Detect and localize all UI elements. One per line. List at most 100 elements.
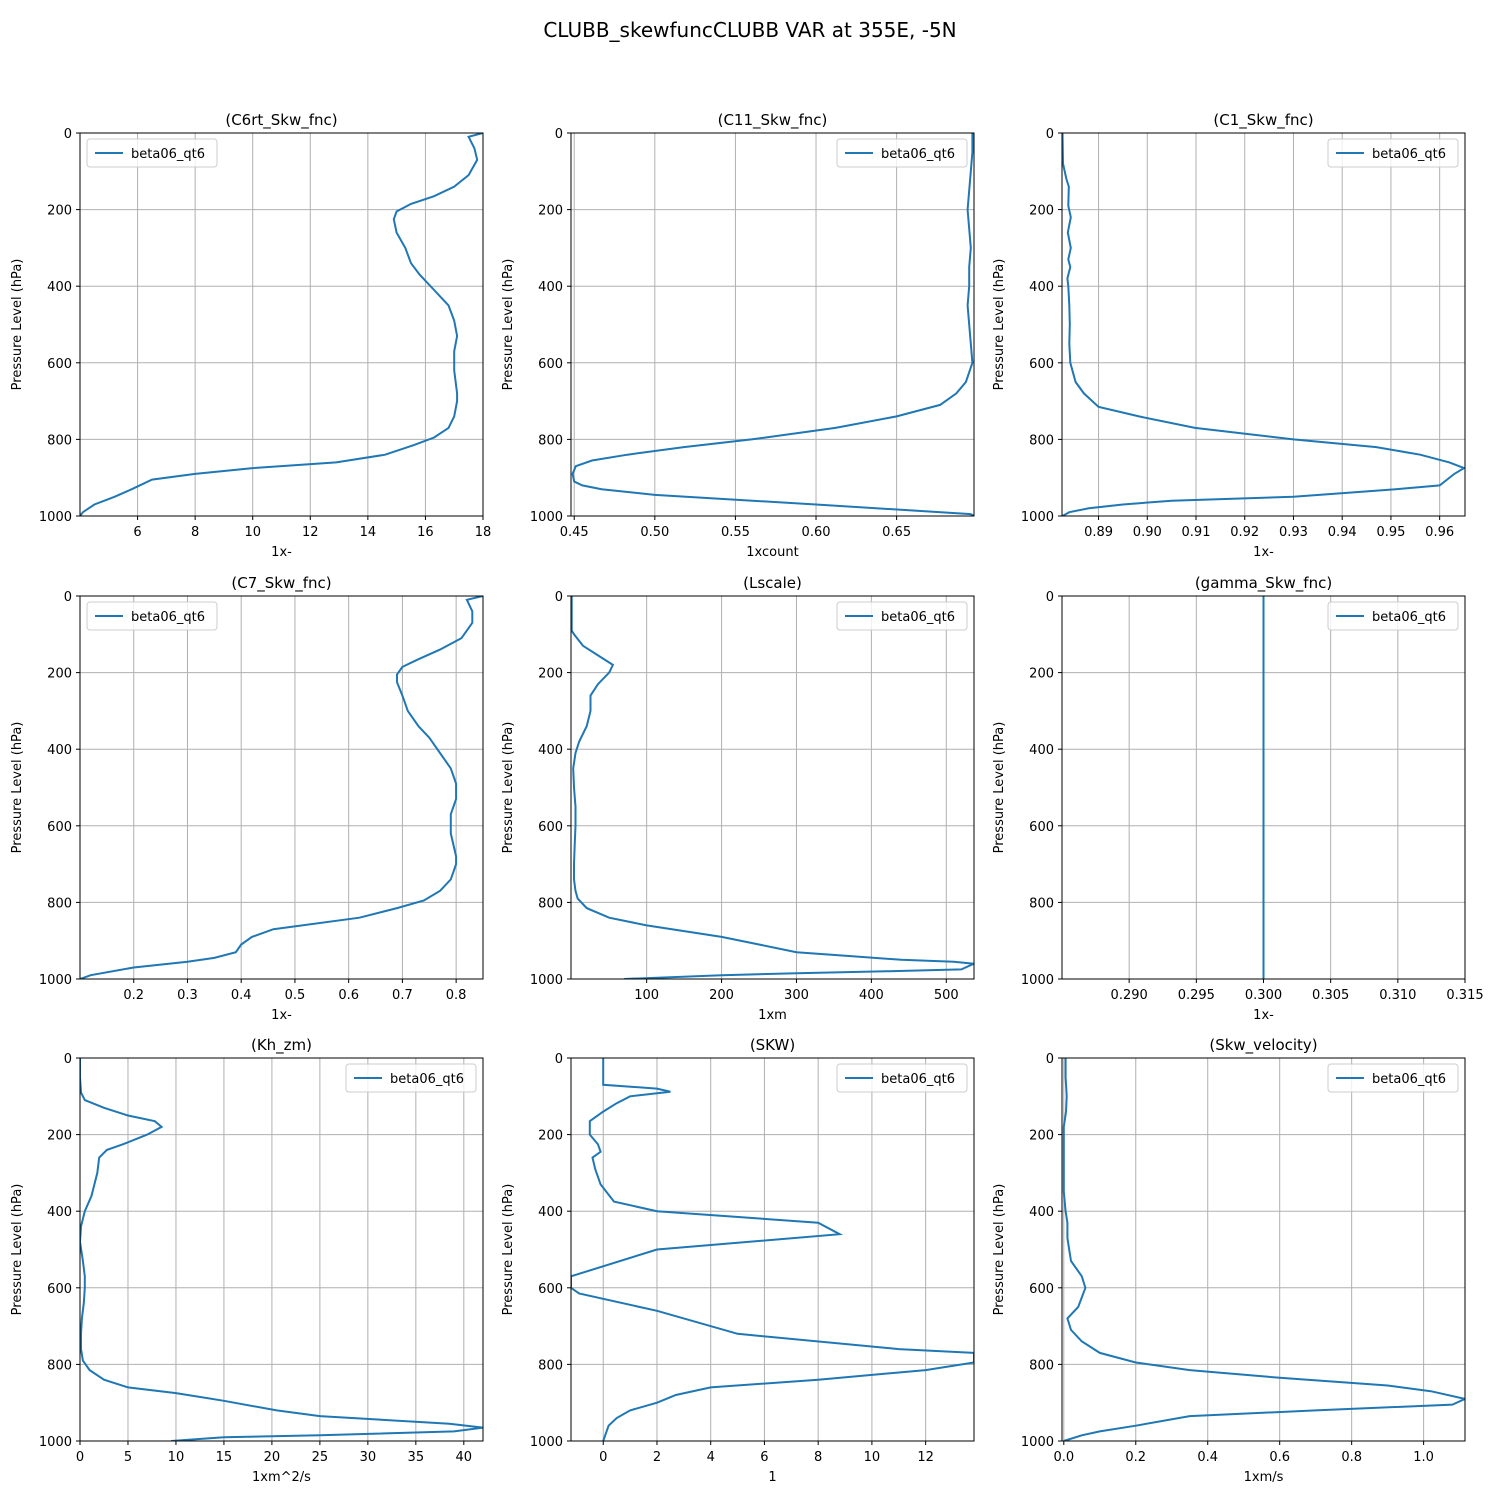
y-axis-label: Pressure Level (hPa) — [992, 1184, 1007, 1316]
y-tick-label: 600 — [1029, 820, 1054, 835]
subplot-1: 6 8 10 12 14 16 18 0 200 400 600 800 1000 (C6rt_Skw_f… — [10, 111, 491, 560]
y-axis-label: Pressure Level (hPa) — [501, 259, 516, 391]
legend-label: beta06_qt6 — [1372, 147, 1446, 162]
legend: beta06_qt6 — [836, 1063, 968, 1093]
y-tick-label: 400 — [1029, 743, 1054, 758]
subplot-8: 0 2 4 6 8 10 12 0 200 400 600 800 1000 (SKW) 1 Pressure… — [501, 1036, 975, 1485]
y-tick-label: 200 — [1029, 667, 1054, 682]
y-tick-label: 200 — [1029, 204, 1054, 219]
subplot-7: 0 5 10 15 20 25 30 35 4002004006008001000(Kh_zm)… — [10, 1036, 484, 1485]
x-tick-label: 0.2 — [1125, 1450, 1146, 1465]
x-tick-label: 500 — [934, 988, 959, 1003]
x-tick-label: 0.94 — [1328, 525, 1357, 540]
legend-label: beta06_qt6 — [390, 1072, 464, 1087]
y-axis-label: Pressure Level (hPa) — [10, 1184, 25, 1316]
y-tick-label: 1000 — [530, 510, 563, 525]
x-axis-label: 1x- — [271, 545, 292, 560]
subplot-4: 0.2 0.3 0.4 0.5 0.6 0.7 0.8 0 200 400 600 800 1000 (C… — [10, 574, 484, 1023]
legend-box — [86, 138, 218, 168]
x-tick-label: 0 — [599, 1450, 607, 1465]
x-tick-label: 0.93 — [1279, 525, 1308, 540]
x-tick-label: 18 — [475, 525, 492, 540]
x-axis-label: 1xm — [758, 1008, 787, 1023]
y-tick-label: 200 — [538, 1129, 563, 1144]
x-tick-label: 0.5 — [285, 988, 306, 1003]
x-axis-label: 1x- — [1253, 545, 1274, 560]
legend-box — [1327, 601, 1459, 631]
x-tick-label: 400 — [859, 988, 884, 1003]
y-tick-label: 200 — [47, 1129, 72, 1144]
y-tick-label: 400 — [47, 280, 72, 295]
x-tick-label: 15 — [216, 1450, 233, 1465]
panels: 6 8 10 12 14 16 1802004006008001000(C6rt_Skw_f… — [10, 111, 1484, 1485]
x-axis-label: 1xcount — [746, 545, 798, 560]
legend-label: beta06_qt6 — [881, 147, 955, 162]
x-tick-label: 25 — [312, 1450, 329, 1465]
legend-label: beta06_qt6 — [131, 610, 205, 625]
legend-label: beta06_qt6 — [1372, 1072, 1446, 1087]
y-tick-label: 0 — [555, 590, 563, 605]
x-tick-label: 12 — [917, 1450, 934, 1465]
x-tick-label: 0.60 — [802, 525, 831, 540]
y-tick-label: 0 — [64, 1052, 72, 1067]
x-tick-label: 0.50 — [640, 525, 669, 540]
y-tick-label: 0 — [1046, 127, 1054, 142]
x-tick-label: 100 — [634, 988, 659, 1003]
y-tick-label: 600 — [1029, 1282, 1054, 1297]
legend-box — [836, 601, 968, 631]
subplot-title: (SKW) — [750, 1036, 795, 1054]
legend-box — [1327, 1063, 1459, 1093]
y-tick-label: 600 — [1029, 357, 1054, 372]
x-tick-label: 0.92 — [1230, 525, 1259, 540]
x-tick-label: 0.90 — [1133, 525, 1162, 540]
x-tick-label: 0.7 — [392, 988, 413, 1003]
subplot-2: 0.45 0.50 0.55 0.60 0.65 0 200 400 600 800 1000 (C1… — [501, 111, 975, 560]
y-tick-label: 0 — [64, 127, 72, 142]
x-tick-label: 10 — [244, 525, 261, 540]
series-line-beta06_qt6 — [1062, 1058, 1465, 1441]
x-axis-label: 1 — [768, 1470, 776, 1485]
x-tick-label: 0 — [76, 1450, 84, 1465]
legend: beta06_qt6 — [1327, 138, 1459, 168]
y-tick-label: 400 — [538, 1205, 563, 1220]
axes-frame — [570, 595, 975, 980]
x-tick-label: 0.315 — [1446, 988, 1483, 1003]
x-axis-label: 1x- — [271, 1008, 292, 1023]
x-tick-label: 0.310 — [1379, 988, 1416, 1003]
x-tick-label: 0.2 — [123, 988, 144, 1003]
legend-label: beta06_qt6 — [881, 610, 955, 625]
x-tick-label: 0.95 — [1376, 525, 1405, 540]
x-tick-label: 35 — [408, 1450, 425, 1465]
y-tick-label: 400 — [47, 1205, 72, 1220]
y-tick-label: 1000 — [1021, 510, 1054, 525]
y-tick-label: 600 — [47, 1282, 72, 1297]
x-tick-label: 6 — [760, 1450, 768, 1465]
y-tick-label: 200 — [538, 204, 563, 219]
axes-frame — [1061, 595, 1466, 980]
legend-box — [1327, 138, 1459, 168]
y-tick-label: 0 — [555, 127, 563, 142]
x-tick-label: 10 — [168, 1450, 185, 1465]
subplot-title: (C6rt_Skw_fnc) — [225, 111, 337, 130]
y-axis-label: Pressure Level (hPa) — [992, 259, 1007, 391]
y-axis-label: Pressure Level (hPa) — [10, 259, 25, 391]
y-axis-label: Pressure Level (hPa) — [10, 722, 25, 854]
x-axis-label: 1x- — [1253, 1008, 1274, 1023]
x-tick-label: 0.89 — [1084, 525, 1113, 540]
series-line-beta06_qt6 — [80, 596, 483, 979]
y-tick-label: 400 — [1029, 280, 1054, 295]
x-tick-label: 4 — [707, 1450, 715, 1465]
y-tick-label: 800 — [538, 433, 563, 448]
y-tick-label: 600 — [47, 357, 72, 372]
y-tick-label: 1000 — [530, 973, 563, 988]
x-tick-label: 14 — [360, 525, 377, 540]
y-tick-label: 800 — [538, 896, 563, 911]
x-tick-label: 40 — [456, 1450, 473, 1465]
x-tick-label: 8 — [814, 1450, 822, 1465]
y-tick-label: 800 — [47, 896, 72, 911]
series-line-beta06_qt6 — [80, 1058, 483, 1441]
y-tick-label: 600 — [538, 357, 563, 372]
y-tick-label: 0 — [64, 590, 72, 605]
legend: beta06_qt6 — [836, 138, 968, 168]
y-tick-label: 800 — [1029, 896, 1054, 911]
